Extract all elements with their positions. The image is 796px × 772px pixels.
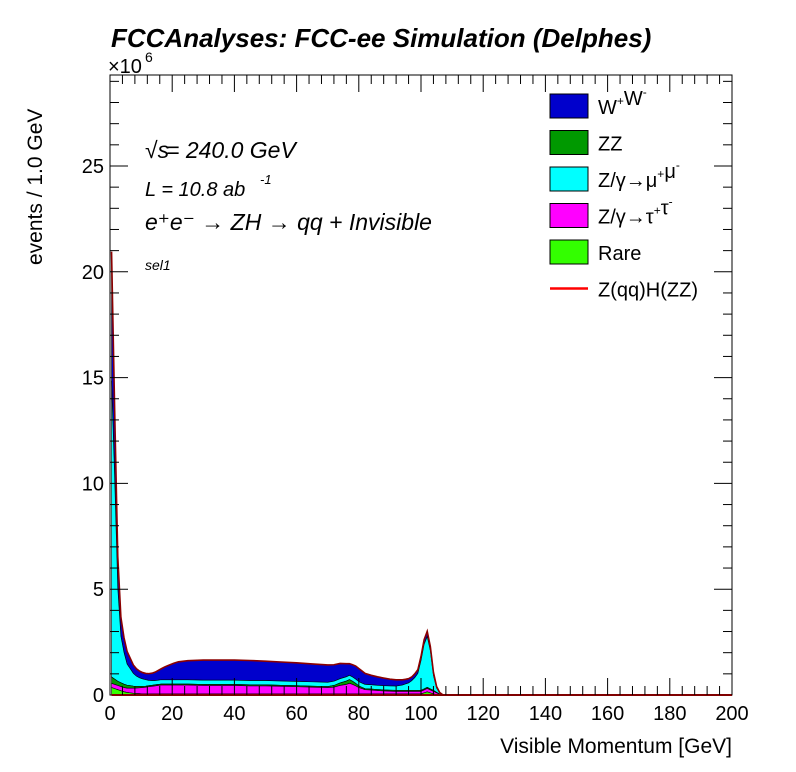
total-outline — [110, 251, 732, 696]
x-tick-label: 160 — [591, 703, 624, 725]
y-axis-ticks: 0 5 10 15 20 25 — [82, 80, 732, 707]
legend-label: Z/γ→μ+μ- — [598, 158, 680, 192]
legend-swatch — [549, 166, 589, 192]
y-tick-label: 10 — [82, 473, 104, 495]
chart-title: FCCAnalyses: FCC-ee Simulation (Delphes) — [111, 23, 651, 53]
y-tick-label: 5 — [93, 579, 104, 601]
outline-layer — [110, 251, 732, 696]
y-tick-label: 0 — [93, 685, 104, 707]
luminosity-label: L = 10.8 ab — [145, 179, 245, 201]
y-axis-label: events / 1.0 GeV — [24, 109, 47, 265]
legend-entry: W+W- — [549, 85, 647, 119]
legend-label: Z(qq)H(ZZ) — [598, 280, 698, 302]
legend-label: Z/γ→τ+τ- — [598, 195, 673, 229]
legend-label: ZZ — [598, 134, 622, 156]
selection-label: sel1 — [145, 257, 171, 273]
x-tick-label: 60 — [285, 703, 307, 725]
y-tick-label: 25 — [82, 156, 104, 178]
x-axis-label: Visible Momentum [GeV] — [500, 735, 732, 758]
series-area-w-w- — [111, 251, 732, 696]
annotation-block: √s = 240.0 GeV L = 10.8 ab -1 e⁺e⁻ → ZH … — [145, 137, 432, 273]
x-tick-label: 80 — [348, 703, 370, 725]
legend-label: Rare — [598, 243, 641, 265]
plot-border — [109, 74, 733, 696]
energy-sqrt-symbol: √s — [145, 137, 170, 163]
x-tick-label: 40 — [223, 703, 245, 725]
legend-swatch — [549, 93, 589, 119]
y-multiplier-exponent: 6 — [145, 49, 153, 65]
legend: W+W- ZZZ/γ→μ+μ-Z/γ→τ+τ- Rare Z(qq)H(ZZ) — [549, 85, 698, 302]
process-label: e⁺e⁻ → ZH → qq + Invisible — [145, 209, 432, 235]
legend-label: W+W- — [598, 85, 647, 119]
legend-swatch — [549, 203, 589, 228]
y-multiplier-base: ×10 — [108, 56, 142, 78]
stack-layer — [111, 251, 732, 696]
legend-swatch — [549, 239, 589, 265]
x-tick-label: 180 — [653, 703, 686, 725]
legend-entry: Z/γ→τ+τ- — [549, 195, 673, 229]
x-tick-label: 140 — [529, 703, 562, 725]
x-tick-label: 20 — [161, 703, 183, 725]
x-tick-label: 0 — [104, 703, 115, 725]
x-tick-label: 120 — [467, 703, 500, 725]
x-tick-label: 100 — [404, 703, 437, 725]
legend-swatch — [549, 130, 589, 155]
energy-label: = 240.0 GeV — [166, 137, 298, 163]
series-area-z- — [111, 380, 732, 696]
legend-entry: Rare — [549, 239, 641, 265]
y-tick-label: 15 — [82, 368, 104, 390]
y-tick-label: 20 — [82, 262, 104, 284]
plot-area: 0 20 40 60 80 100 120 140 160 180 200 0 5 10 15 20 25 — [82, 74, 749, 725]
y-multiplier: ×10 6 — [108, 49, 153, 78]
plot-frame — [110, 75, 732, 695]
x-axis-ticks: 0 20 40 60 80 100 120 140 160 180 200 — [104, 75, 749, 725]
legend-entry: Z(qq)H(ZZ) — [550, 280, 698, 302]
legend-entry: ZZ — [549, 130, 622, 156]
luminosity-exponent: -1 — [260, 172, 272, 187]
x-tick-label: 200 — [715, 703, 748, 725]
legend-entry: Z/γ→μ+μ- — [549, 158, 680, 192]
